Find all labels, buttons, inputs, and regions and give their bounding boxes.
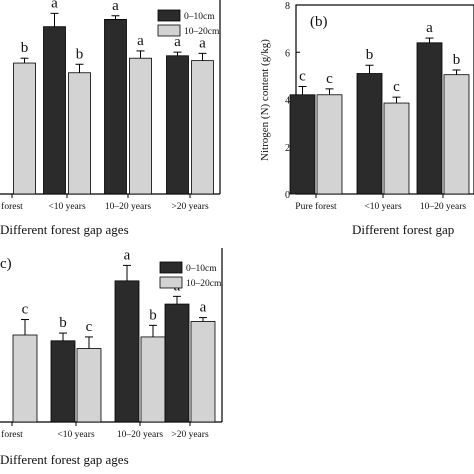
panel-c-bar-light-3 <box>190 321 216 423</box>
panel-c-x-tick-label-3: >20 years <box>171 430 209 440</box>
legend-c-swatch-light <box>159 276 183 289</box>
panel-c-bar-light-1 <box>76 348 102 423</box>
panel-a-bar-dark-3 <box>166 55 189 195</box>
panel-b-sig-letter-1-1: c <box>393 79 400 95</box>
panel-c-bar-light-0 <box>12 334 38 423</box>
panel-a-sig-letter-0-2: a <box>112 0 119 14</box>
panel-b-bar-dark-0 <box>289 94 316 195</box>
panel-c-label: c) <box>0 256 12 272</box>
legend-c-swatch-dark <box>159 261 183 274</box>
panel-c-sig-letter-1-0: c <box>22 302 29 318</box>
panel-b-bar-dark-1 <box>356 73 383 195</box>
panel-c-sig-letter-0-1: b <box>59 315 67 331</box>
panel-a-x-tick-label-1: <10 years <box>48 202 86 212</box>
legend-a-swatch-dark <box>157 9 181 22</box>
panel-c-x-tick-label-0: forest <box>1 429 23 440</box>
panel-b-sig-letter-0-0: c <box>299 69 306 85</box>
panel-b-bar-dark-2 <box>416 42 443 195</box>
panel-c-sig-letter-0-2: a <box>124 247 131 263</box>
panel-c-legend: 0–10cm 10–20cm <box>159 261 222 289</box>
legend-a-label-1: 0–10cm <box>184 12 215 22</box>
panel-a-bar-light-2 <box>129 57 152 195</box>
panel-a-bar-light-0 <box>13 62 36 195</box>
panel-a-legend: 0–10cm 10–20cm <box>157 9 220 37</box>
panel-a-sig-letter-0-1: a <box>51 0 58 11</box>
panel-b-y-tick-label-3: 6 <box>285 48 290 59</box>
panel-b-x-tick-label-1: <10 years <box>364 202 402 212</box>
panel-a-sig-letter-1-1: b <box>76 46 84 62</box>
legend-c-label-1: 0–10cm <box>186 264 217 274</box>
panel-b-y-tick-label-1: 2 <box>285 143 290 154</box>
panel-a-bar-dark-2 <box>104 18 127 195</box>
panel-a-sig-letter-1-3: a <box>199 35 206 51</box>
panel-b-y-tick-label-0: 0 <box>285 190 290 201</box>
panel-a-bar-light-3 <box>191 60 214 195</box>
panel-c-sig-letter-1-1: c <box>86 319 93 335</box>
panel-b-y-title: Nitrogen (N) content (g/kg) <box>259 39 271 161</box>
panel-b-x-tick-label-0: Pure forest <box>295 201 337 212</box>
panel-b-x-title: Different forest gap <box>352 222 454 237</box>
panel-b-sig-letter-0-1: b <box>366 47 374 63</box>
panel-b-sig-letter-1-0: c <box>326 71 333 87</box>
legend-c-label-2: 10–20cm <box>186 279 222 289</box>
panel-c-bar-dark-3 <box>164 303 190 423</box>
panel-c-bar-dark-2 <box>114 280 140 423</box>
panel-b-sig-letter-1-2: b <box>453 52 461 68</box>
panel-b-chart: (b) 0 2 4 6 8 c c Pure forest b c <10 years a b 10–2… <box>259 1 474 237</box>
panel-c-sig-letter-1-2: b <box>149 307 157 323</box>
legend-a-label-2: 10–20cm <box>184 27 220 37</box>
panel-a-x-tick-label-3: >20 years <box>171 202 209 212</box>
panel-c-sig-letter-1-3: a <box>200 300 207 316</box>
panel-a-sig-letter-1-2: a <box>137 33 144 49</box>
panel-a-sig-letter-1-0: b <box>21 40 29 56</box>
panel-a-x-tick-label-0: forest <box>1 201 23 212</box>
panel-b-bar-light-0 <box>316 94 343 195</box>
panel-c-x-tick-label-1: <10 years <box>57 430 95 440</box>
panel-a-bar-dark-1 <box>43 26 66 195</box>
panel-b-bar-light-2 <box>443 74 470 195</box>
panel-c-x-title: Different forest gap ages <box>0 452 129 467</box>
panel-c-bar-dark-1 <box>50 340 76 423</box>
panel-a-chart: b forest a b <10 years a a 10–20 years a a >20 yea… <box>0 0 221 237</box>
panel-b-x-tick-label-2: 10–20 years <box>420 202 466 212</box>
panel-a-sig-letter-0-3: a <box>174 34 181 50</box>
panel-b-bar-light-1 <box>383 102 410 195</box>
panel-a-x-title: Different forest gap ages <box>0 222 129 237</box>
panel-b-y-tick-label-2: 4 <box>285 96 290 107</box>
panel-a-x-tick-label-2: 10–20 years <box>105 202 151 212</box>
panel-a-bar-light-1 <box>68 72 91 195</box>
panel-b-y-tick-label-4: 8 <box>285 1 290 12</box>
panel-b-label: (b) <box>310 14 328 30</box>
panel-c-bar-light-2 <box>140 336 166 423</box>
panel-b-sig-letter-0-2: a <box>426 20 433 36</box>
panel-c-x-tick-label-2: 10–20 years <box>117 430 163 440</box>
legend-a-swatch-light <box>157 24 181 37</box>
